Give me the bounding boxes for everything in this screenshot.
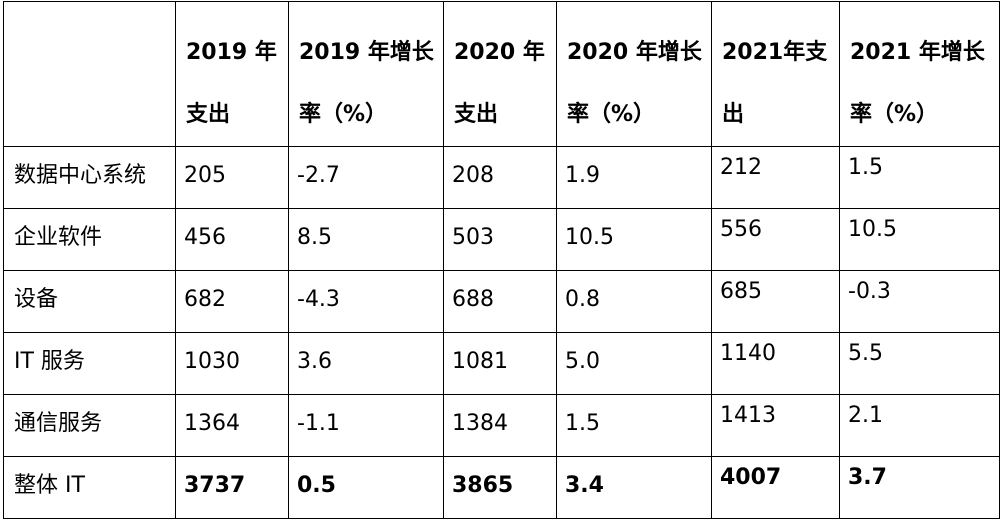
table-cell: 1364 — [175, 394, 289, 457]
table-cell: 3.7 — [839, 456, 1000, 519]
row-label-cell: 设备 — [3, 270, 176, 333]
table-cell: 2.1 — [839, 394, 1000, 457]
table-cell: 3737 — [175, 456, 289, 519]
table-cell: 1081 — [443, 332, 557, 395]
table-cell: 0.8 — [556, 270, 712, 333]
table-cell: 212 — [711, 146, 840, 209]
table-row: 通信服务 1364 -1.1 1384 1.5 1413 2.1 — [3, 394, 1000, 457]
row-label-cell: IT 服务 — [3, 332, 176, 395]
header-row: 2019 年支出 2019 年增长率（%） 2020 年支出 2020 年增长率… — [3, 1, 1000, 147]
table-cell: 8.5 — [288, 208, 444, 271]
table-cell: 1140 — [711, 332, 840, 395]
header-label: 2019 年增长率（%） — [299, 40, 434, 127]
table-cell: 4007 — [711, 456, 840, 519]
table-cell: -4.3 — [288, 270, 444, 333]
table-cell: -1.1 — [288, 394, 444, 457]
row-label-cell: 通信服务 — [3, 394, 176, 457]
row-label-cell: 整体 IT — [3, 456, 176, 519]
table-cell: 1030 — [175, 332, 289, 395]
table-cell: 456 — [175, 208, 289, 271]
table-row: 企业软件 456 8.5 503 10.5 556 10.5 — [3, 208, 1000, 271]
table-cell: 1384 — [443, 394, 557, 457]
table-cell: 10.5 — [839, 208, 1000, 271]
table-cell: 682 — [175, 270, 289, 333]
it-spending-table: 2019 年支出 2019 年增长率（%） 2020 年支出 2020 年增长率… — [3, 1, 1000, 519]
header-label: 2020 年增长率（%） — [567, 40, 702, 127]
header-cell-2019-growth: 2019 年增长率（%） — [288, 1, 444, 147]
table-cell: 3.6 — [288, 332, 444, 395]
table-row: 数据中心系统 205 -2.7 208 1.9 212 1.5 — [3, 146, 1000, 209]
table-row: 设备 682 -4.3 688 0.8 685 -0.3 — [3, 270, 1000, 333]
header-cell-2021-growth: 2021 年增长率（%） — [839, 1, 1000, 147]
table-cell: 503 — [443, 208, 557, 271]
table-cell: 3865 — [443, 456, 557, 519]
table-cell: 688 — [443, 270, 557, 333]
table-cell: 0.5 — [288, 456, 444, 519]
header-label: 2021年支出 — [722, 40, 828, 127]
table-row-total: 整体 IT 3737 0.5 3865 3.4 4007 3.7 — [3, 456, 1000, 519]
table-cell: -0.3 — [839, 270, 1000, 333]
header-cell-2020-spend: 2020 年支出 — [443, 1, 557, 147]
header-cell-empty — [3, 1, 176, 147]
table-cell: 205 — [175, 146, 289, 209]
table-cell: -2.7 — [288, 146, 444, 209]
table-cell: 5.5 — [839, 332, 1000, 395]
table-cell: 5.0 — [556, 332, 712, 395]
table-cell: 1413 — [711, 394, 840, 457]
header-cell-2019-spend: 2019 年支出 — [175, 1, 289, 147]
row-label-cell: 企业软件 — [3, 208, 176, 271]
table-cell: 3.4 — [556, 456, 712, 519]
table-cell: 685 — [711, 270, 840, 333]
table-cell: 1.9 — [556, 146, 712, 209]
header-cell-2020-growth: 2020 年增长率（%） — [556, 1, 712, 147]
header-label: 2020 年支出 — [454, 40, 545, 127]
table-cell: 1.5 — [839, 146, 1000, 209]
header-label: 2019 年支出 — [186, 40, 277, 127]
table-cell: 10.5 — [556, 208, 712, 271]
header-label: 2021 年增长率（%） — [850, 40, 985, 127]
row-label-cell: 数据中心系统 — [3, 146, 176, 209]
table-cell: 556 — [711, 208, 840, 271]
table-row: IT 服务 1030 3.6 1081 5.0 1140 5.5 — [3, 332, 1000, 395]
table-cell: 1.5 — [556, 394, 712, 457]
table-cell: 208 — [443, 146, 557, 209]
spending-table-container: 2019 年支出 2019 年增长率（%） 2020 年支出 2020 年增长率… — [3, 1, 1000, 519]
header-cell-2021-spend: 2021年支出 — [711, 1, 840, 147]
